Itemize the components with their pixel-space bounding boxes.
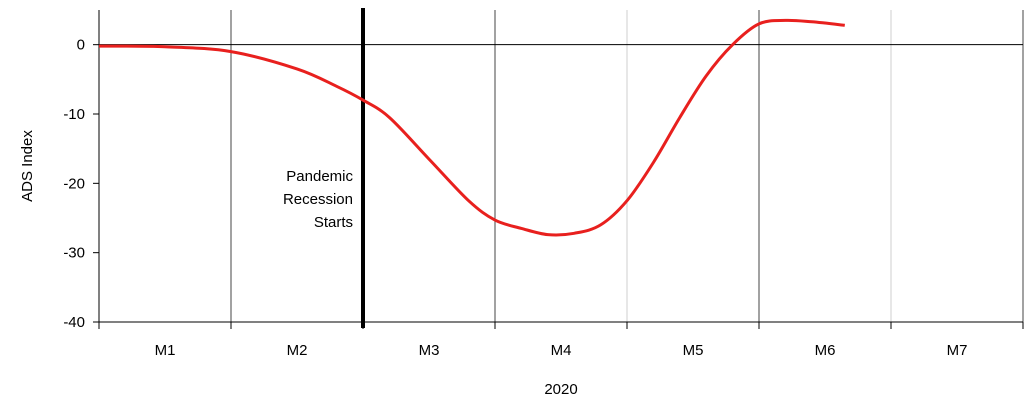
grid [98,10,1024,328]
recession-annotation: Pandemic Recession Starts [283,168,354,231]
annotation-line: Pandemic [286,168,353,185]
y-tick-label: -20 [63,175,85,192]
x-tick-label: M5 [683,342,704,359]
x-tick-label: M4 [551,342,572,359]
annotation-line: Recession [283,191,353,208]
y-tick-label: -30 [63,245,85,262]
x-tick-label: M2 [287,342,308,359]
y-tick-label: -40 [63,314,85,331]
y-tick-label: -10 [63,106,85,123]
x-axis: M1 M2 M3 M4 M5 M6 M7 [98,322,1024,359]
ads-index-line [98,18,845,237]
annotation-line: Starts [314,214,353,231]
x-axis-label: 2020 [544,381,577,398]
y-axis-label: ADS Index [19,130,36,202]
x-tick-label: M3 [419,342,440,359]
x-tick-label: M7 [947,342,968,359]
x-tick-label: M6 [815,342,836,359]
x-tick-label: M1 [155,342,176,359]
y-axis: 0 -10 -20 -30 -40 [63,37,99,331]
y-tick-label: 0 [77,37,85,54]
